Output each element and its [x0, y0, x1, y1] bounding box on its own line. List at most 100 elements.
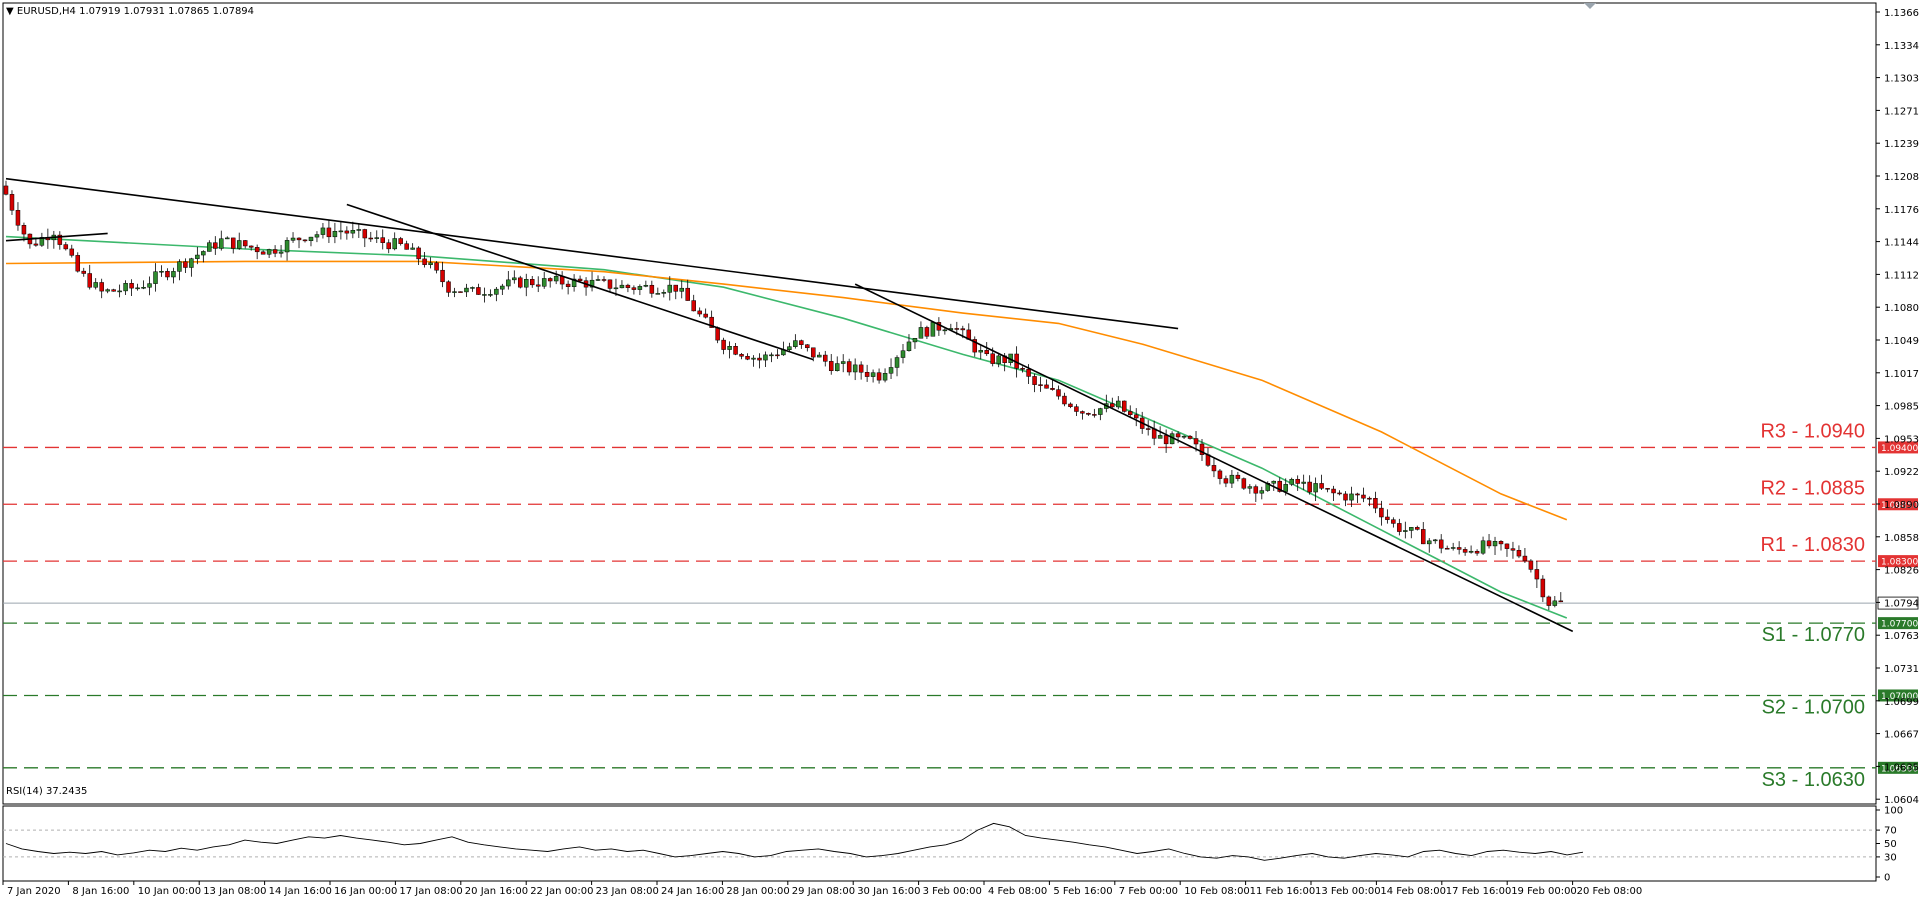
bear-candle — [165, 268, 170, 281]
candle-body — [655, 293, 661, 295]
time-tick-label: 22 Jan 00:00 — [530, 886, 593, 897]
candle-body — [356, 229, 362, 231]
candle-body — [1301, 481, 1306, 484]
symbol-header: ▼ EURUSD,H4 1.07919 1.07931 1.07865 1.07… — [6, 6, 254, 17]
bear-candle — [858, 361, 864, 380]
candle-body — [1397, 523, 1402, 532]
bear-candle — [1122, 400, 1127, 413]
candle-body — [595, 279, 601, 281]
trendlines — [5, 177, 1574, 633]
bear-candle — [1199, 439, 1205, 461]
candle-body — [63, 244, 69, 250]
bear-candle — [111, 288, 116, 292]
candle-body — [236, 240, 242, 249]
collapse-triangle-icon[interactable]: ▼ — [6, 6, 17, 17]
bear-candle — [1498, 540, 1504, 551]
bear-candle — [529, 276, 535, 288]
bull-candle — [661, 289, 667, 298]
candle-body — [775, 354, 780, 357]
bear-candle — [1032, 373, 1037, 393]
candle-body — [183, 261, 188, 268]
candle-body — [1050, 388, 1055, 390]
rsi-series-line — [5, 822, 1584, 861]
bear-candle — [805, 344, 810, 352]
bull-candle — [225, 236, 230, 240]
bear-candle — [1020, 366, 1025, 373]
bear-candle — [1504, 543, 1510, 557]
bear-candle — [691, 294, 696, 312]
bull-candle — [619, 280, 625, 289]
bull-candle — [207, 240, 212, 252]
candle-body — [33, 243, 39, 246]
candle-body — [709, 316, 714, 328]
candle-body — [302, 239, 308, 242]
bull-candle — [996, 352, 1001, 368]
candle-body — [87, 273, 92, 288]
bear-candle — [535, 276, 541, 293]
candle-body — [1193, 438, 1199, 445]
price-tick-label: 1.06040 — [1884, 795, 1919, 806]
time-tick-label: 11 Feb 16:00 — [1250, 886, 1316, 897]
bull-candle — [906, 334, 912, 352]
bull-candle — [278, 244, 284, 258]
candle-body — [1086, 412, 1091, 415]
bear-candle — [1385, 509, 1390, 524]
bear-candle — [1133, 408, 1139, 427]
time-tick-label: 10 Jan 00:00 — [138, 886, 201, 897]
bull-candle — [500, 283, 505, 295]
candle-body — [745, 355, 750, 360]
bull-candle — [571, 274, 577, 292]
bull-candle — [135, 283, 140, 291]
candle-body — [278, 251, 284, 254]
bear-candle — [326, 219, 332, 243]
rsi-tick-label: 50 — [1884, 839, 1897, 850]
candle-body — [864, 372, 870, 377]
resistance-price-badge-text: 1.09400 — [1881, 444, 1918, 454]
candle-body — [1480, 540, 1486, 554]
candle-body — [667, 284, 673, 293]
candle-body — [1331, 488, 1336, 494]
bull-candle — [894, 355, 900, 377]
trendline — [5, 177, 1179, 330]
candle-body — [1187, 435, 1193, 439]
price-tick-label: 1.09855 — [1884, 402, 1919, 413]
price-tick-label: 1.06675 — [1884, 730, 1919, 741]
bear-candle — [242, 240, 248, 249]
candle-body — [410, 247, 415, 250]
candle-body — [230, 237, 236, 249]
candle-body — [488, 294, 493, 296]
candle-body — [679, 287, 684, 292]
support-resistance-levels — [3, 446, 1876, 769]
candle-body — [607, 279, 613, 289]
bear-candle — [1187, 434, 1193, 440]
candle-body — [589, 279, 595, 288]
candle-body — [111, 289, 116, 292]
candle-body — [1277, 480, 1282, 492]
rsi-tick-label: 100 — [1884, 806, 1903, 817]
bear-candle — [416, 246, 421, 266]
candle-body — [81, 270, 86, 274]
candle-body — [739, 354, 744, 357]
candle-body — [805, 344, 810, 349]
bull-candle — [177, 259, 182, 281]
price-tick-label: 1.06355 — [1884, 762, 1919, 773]
bear-candle — [864, 364, 870, 382]
support-price-badge — [1878, 617, 1918, 630]
candle-body — [398, 238, 403, 244]
candle-body — [1247, 486, 1253, 489]
bull-candle — [727, 341, 732, 359]
bear-candle — [1355, 492, 1360, 503]
price-tick-label: 1.07630 — [1884, 631, 1919, 642]
bear-candle — [87, 264, 92, 290]
trendline — [5, 232, 108, 242]
bull-candle — [1552, 596, 1558, 608]
current-price-badge-text: 1.07894 — [1881, 600, 1918, 610]
bull-candle — [392, 232, 397, 251]
rsi-tick-label: 30 — [1884, 852, 1897, 863]
bull-candle — [290, 232, 296, 243]
bull-candle — [236, 232, 242, 250]
price-tick-label: 1.10490 — [1884, 336, 1919, 347]
candle-body — [918, 327, 924, 339]
bear-candle — [434, 261, 439, 274]
bull-candle — [888, 358, 894, 380]
